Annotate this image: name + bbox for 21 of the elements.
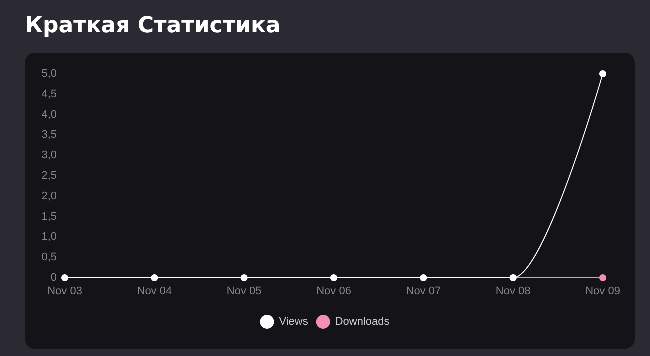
chart-title: Краткая Статистика <box>25 14 281 38</box>
legend-label: Downloads <box>335 316 390 328</box>
x-tick-label: Nov 09 <box>586 286 620 298</box>
y-tick-label: 2,0 <box>42 190 57 202</box>
x-tick-label: Nov 06 <box>316 286 352 298</box>
y-tick-label: 0 <box>50 272 57 284</box>
x-tick-label: Nov 05 <box>226 286 262 298</box>
y-tick-label: 2,5 <box>42 170 57 182</box>
y-tick-label: 4,5 <box>42 88 57 100</box>
y-tick-label: 4,0 <box>42 108 57 121</box>
y-tick-label: 3,0 <box>42 150 57 162</box>
x-tick-label: Nov 08 <box>496 286 531 298</box>
y-tick-label: 3,5 <box>42 129 57 142</box>
y-tick-label: 1,0 <box>42 231 57 244</box>
y-tick-label: 5,0 <box>42 68 57 80</box>
legend-label: Views <box>279 316 309 328</box>
y-tick-label: 1,5 <box>42 210 57 223</box>
x-tick-label: Nov 04 <box>137 286 172 298</box>
x-tick-label: Nov 03 <box>48 286 82 298</box>
y-tick-label: 0,5 <box>42 252 57 264</box>
x-tick-label: Nov 07 <box>406 286 442 298</box>
